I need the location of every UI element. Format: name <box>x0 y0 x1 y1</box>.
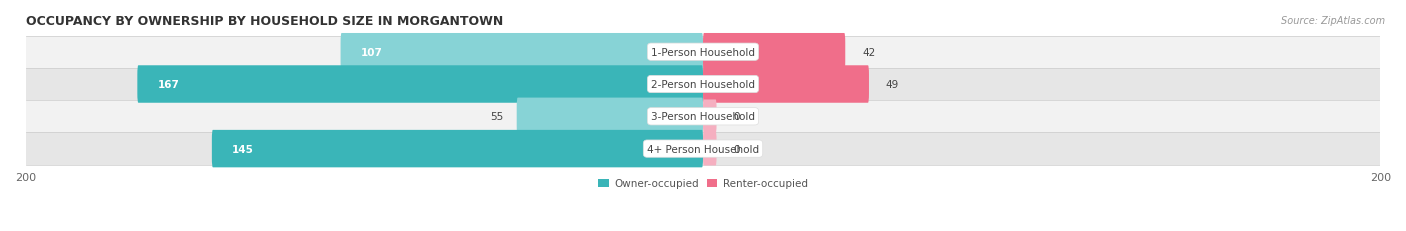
Text: 0: 0 <box>734 112 740 122</box>
FancyBboxPatch shape <box>703 34 845 71</box>
Text: 49: 49 <box>886 80 900 90</box>
Legend: Owner-occupied, Renter-occupied: Owner-occupied, Renter-occupied <box>595 175 811 193</box>
Text: 2-Person Household: 2-Person Household <box>651 80 755 90</box>
Bar <box>25 133 1381 165</box>
Bar <box>25 69 1381 101</box>
Text: 4+ Person Household: 4+ Person Household <box>647 144 759 154</box>
FancyBboxPatch shape <box>703 100 717 134</box>
Text: 167: 167 <box>157 80 180 90</box>
Text: 0: 0 <box>734 144 740 154</box>
Text: 42: 42 <box>862 48 876 58</box>
Text: 145: 145 <box>232 144 254 154</box>
Text: 3-Person Household: 3-Person Household <box>651 112 755 122</box>
Text: 55: 55 <box>489 112 503 122</box>
FancyBboxPatch shape <box>516 98 703 135</box>
Text: Source: ZipAtlas.com: Source: ZipAtlas.com <box>1281 16 1385 26</box>
FancyBboxPatch shape <box>703 132 717 166</box>
FancyBboxPatch shape <box>212 130 703 168</box>
FancyBboxPatch shape <box>138 66 703 103</box>
Text: 107: 107 <box>361 48 382 58</box>
Bar <box>25 101 1381 133</box>
Text: OCCUPANCY BY OWNERSHIP BY HOUSEHOLD SIZE IN MORGANTOWN: OCCUPANCY BY OWNERSHIP BY HOUSEHOLD SIZE… <box>25 15 503 28</box>
Bar <box>25 36 1381 69</box>
FancyBboxPatch shape <box>703 66 869 103</box>
Text: 1-Person Household: 1-Person Household <box>651 48 755 58</box>
FancyBboxPatch shape <box>340 34 703 71</box>
